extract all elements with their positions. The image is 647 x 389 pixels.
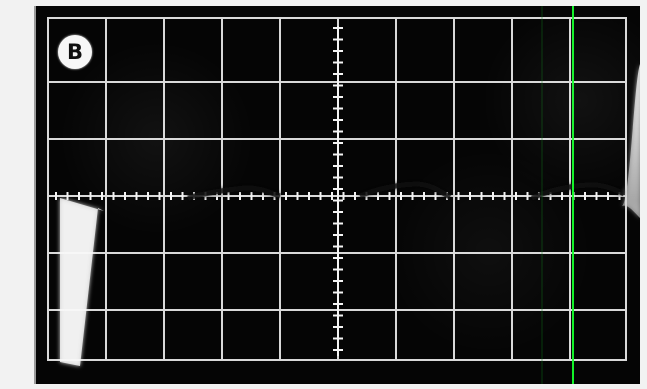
graticule-center-ticks <box>55 26 621 356</box>
scope-waveform-display <box>36 6 640 384</box>
oscilloscope-screen: B <box>34 6 640 384</box>
panel-label-badge: B <box>58 35 92 69</box>
waveform-trace <box>60 32 640 370</box>
